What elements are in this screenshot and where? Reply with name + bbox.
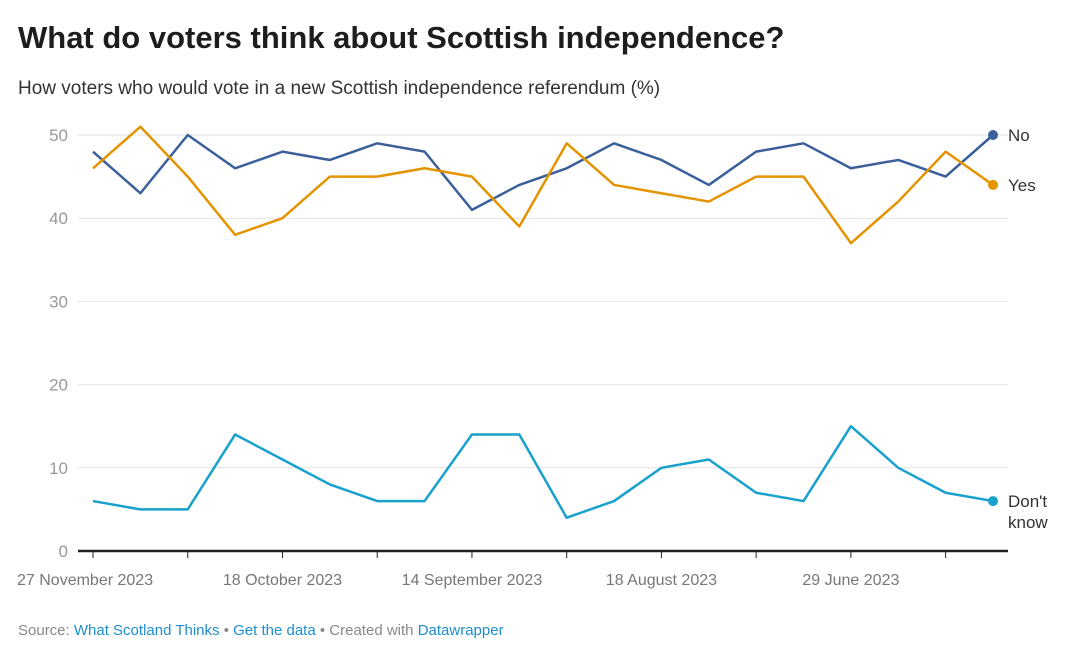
source-label: Source: bbox=[18, 622, 70, 639]
series-end-point bbox=[988, 130, 998, 140]
series-end-point bbox=[988, 179, 998, 190]
x-tick-label: 14 September 2023 bbox=[402, 572, 543, 589]
y-tick-label: 10 bbox=[49, 459, 68, 478]
y-tick-label: 0 bbox=[59, 542, 68, 561]
series-label: Yes bbox=[1008, 176, 1036, 195]
x-tick-label: 29 June 2023 bbox=[802, 572, 899, 589]
x-tick-label: 18 August 2023 bbox=[606, 572, 717, 589]
series-label: Don't bbox=[1008, 492, 1047, 511]
line-chart: 0 10 20 30 40 50 27 November 2023 18 October 20… bbox=[17, 125, 1048, 589]
x-tick-label: 18 October 2023 bbox=[223, 572, 342, 589]
series-label: No bbox=[1008, 126, 1030, 145]
series-end-point bbox=[988, 496, 998, 507]
separator: • bbox=[223, 622, 229, 639]
series-line-no bbox=[92, 133, 994, 212]
y-tick-label: 20 bbox=[49, 376, 68, 395]
series-line-yes bbox=[92, 125, 994, 245]
y-tick-label: 40 bbox=[49, 209, 68, 228]
chart-title: What do voters think about Scottish inde… bbox=[18, 20, 785, 55]
y-tick-label: 50 bbox=[49, 126, 68, 145]
source-link[interactable]: What Scotland Thinks bbox=[73, 622, 220, 639]
footer: Source: What Scotland Thinks • Get the d… bbox=[18, 622, 504, 639]
series-label: know bbox=[1008, 513, 1048, 532]
series-line-don-t-know bbox=[92, 424, 994, 519]
x-tick-label: 27 November 2023 bbox=[17, 572, 153, 589]
separator: • bbox=[319, 622, 326, 639]
chart-subtitle: How voters who would vote in a new Scott… bbox=[18, 78, 661, 99]
created-with-label: Created with bbox=[329, 622, 414, 639]
y-tick-label: 30 bbox=[49, 292, 68, 311]
datawrapper-link[interactable]: Datawrapper bbox=[417, 622, 504, 639]
get-data-link[interactable]: Get the data bbox=[233, 622, 316, 639]
